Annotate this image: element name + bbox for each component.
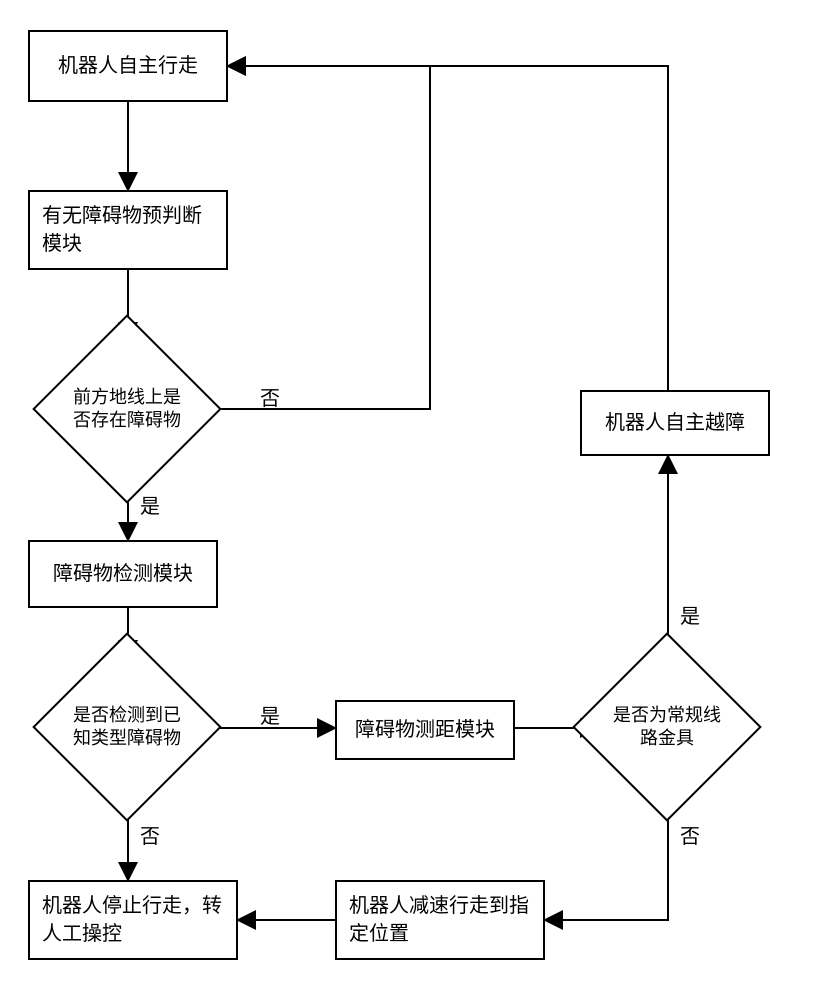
node-text: 机器人自主行走 [58,52,198,80]
node-text: 障碍物检测模块 [53,560,193,588]
flowchart-canvas: 机器人自主行走 有无障碍物预判断模块 前方地线上是否存在障碍物 障碍物检测模块 … [0,0,836,1000]
edge-label-yes: 是 [680,600,700,629]
node-obstacle-exists: 前方地线上是否存在障碍物 [60,342,194,476]
node-obstacle-prejudge: 有无障碍物预判断模块 [28,190,228,270]
node-robot-walk: 机器人自主行走 [28,30,228,102]
node-slowdown: 机器人减速行走到指定位置 [335,880,545,960]
node-text: 障碍物测距模块 [355,716,495,744]
node-obstacle-detect: 障碍物检测模块 [28,540,218,608]
node-distance-measure: 障碍物测距模块 [335,700,515,760]
edge-label-no: 否 [260,382,280,411]
node-known-type: 是否检测到已知类型障碍物 [60,660,194,794]
edge-label-yes: 是 [140,490,160,519]
node-text: 前方地线上是否存在障碍物 [60,342,194,476]
node-text: 是否检测到已知类型障碍物 [60,660,194,794]
node-text: 是否为常规线路金具 [600,660,734,794]
node-auto-overcome: 机器人自主越障 [580,390,770,456]
node-text: 机器人减速行走到指定位置 [349,892,531,948]
edge-label-no: 否 [680,820,700,849]
node-regular-hardware: 是否为常规线路金具 [600,660,734,794]
edge-label-no: 否 [140,820,160,849]
node-text: 有无障碍物预判断模块 [42,202,214,258]
node-stop-manual: 机器人停止行走，转人工操控 [28,880,238,960]
node-text: 机器人自主越障 [605,409,745,437]
edge-label-yes: 是 [260,700,280,729]
node-text: 机器人停止行走，转人工操控 [42,892,224,948]
